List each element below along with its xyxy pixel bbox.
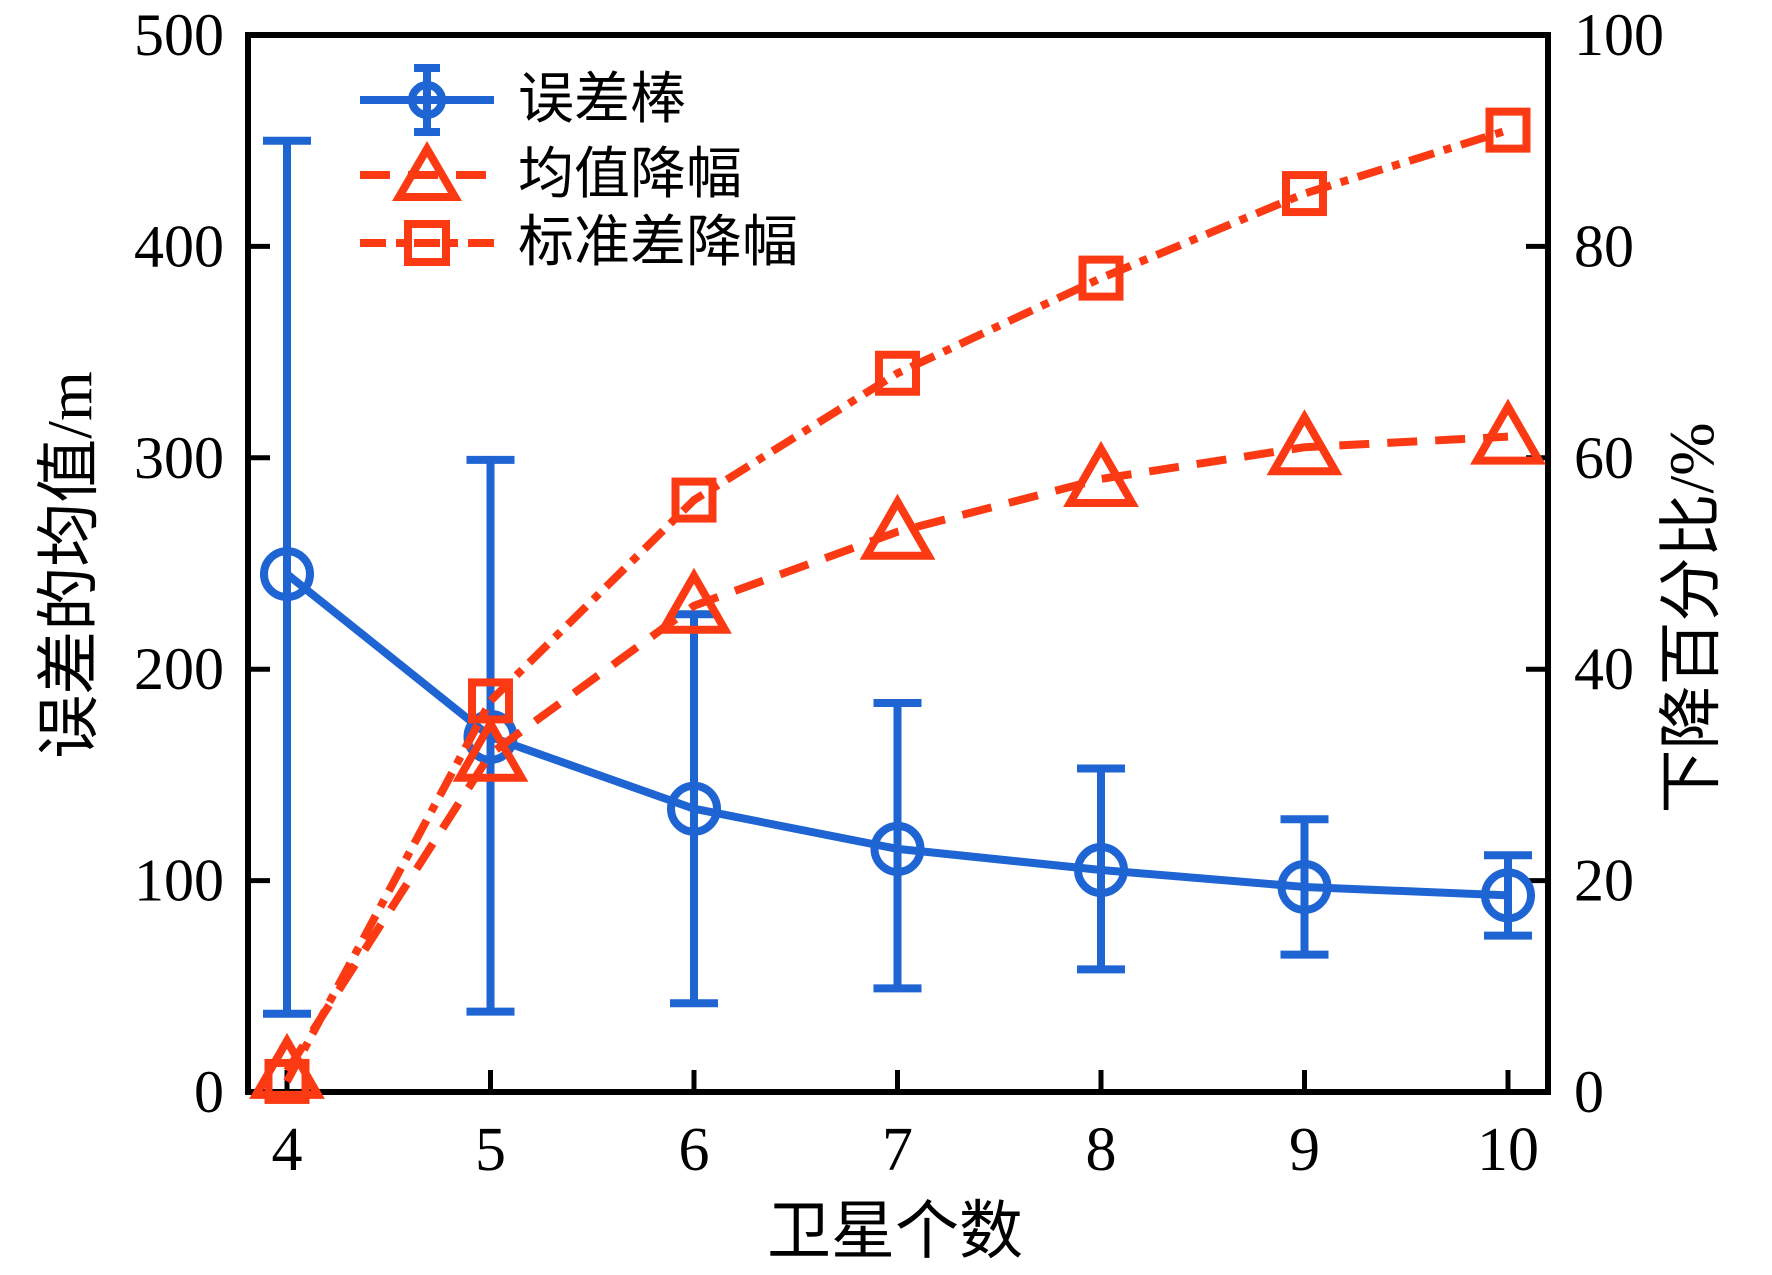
legend-sample-svg xyxy=(360,220,494,266)
right-y-axis-title: 下降百分比/% xyxy=(1656,422,1727,814)
data-point-square xyxy=(671,477,717,523)
right-tick-label: 80 xyxy=(1574,213,1634,279)
data-point-square xyxy=(468,678,513,724)
legend-item-errorbar: 误差棒 xyxy=(360,62,686,138)
x-axis-title: 卫星个数 xyxy=(767,1196,1023,1267)
triangle-dashed-legend-icon xyxy=(360,137,500,213)
data-point-circle xyxy=(667,781,721,836)
error-bar-polyline xyxy=(284,570,1509,900)
legend-label-errorbar: 误差棒 xyxy=(518,69,686,131)
data-point-circle xyxy=(1277,859,1332,914)
left-tick-label: 500 xyxy=(134,2,224,68)
x-tick-label: 7 xyxy=(882,1116,913,1184)
left-y-axis-title: 误差的均值/m xyxy=(34,371,105,759)
x-tick-label: 8 xyxy=(1086,1116,1117,1184)
error-bar-series xyxy=(260,136,1535,1018)
data-point-circle xyxy=(870,821,925,876)
legend-square-marker xyxy=(404,220,450,266)
right-tick-label: 60 xyxy=(1574,425,1634,491)
data-point-square xyxy=(875,350,920,396)
left-tick-label: 400 xyxy=(134,213,224,279)
x-tick-label: 4 xyxy=(272,1116,303,1184)
mean-decline-series xyxy=(249,398,1546,1099)
left-tick-label: 300 xyxy=(134,425,224,491)
left-tick-label: 0 xyxy=(194,1059,224,1125)
data-point-circle xyxy=(1074,843,1128,898)
legend-triangle-marker xyxy=(392,141,462,201)
mean-decline-polyline xyxy=(283,432,1509,1074)
data-point-triangle xyxy=(656,567,732,634)
data-point-square xyxy=(1282,171,1327,217)
data-point-square xyxy=(264,1058,310,1104)
data-point-triangle xyxy=(1266,409,1343,476)
legend-item-mean-decline: 均值降幅 xyxy=(360,137,742,213)
x-tick-label: 5 xyxy=(475,1116,506,1184)
right-tick-label: 20 xyxy=(1574,848,1634,914)
left-tick-label: 200 xyxy=(134,636,224,702)
data-point-triangle xyxy=(859,493,936,560)
x-tick-label: 6 xyxy=(679,1116,710,1184)
square-dashdot-legend-icon xyxy=(360,205,500,281)
left-tick-label: 100 xyxy=(134,848,224,914)
data-point-circle xyxy=(260,547,314,602)
legend-sample-svg xyxy=(360,64,494,136)
x-tick-label: 10 xyxy=(1477,1116,1539,1184)
right-tick-label: 0 xyxy=(1574,1059,1604,1125)
legend-label-std-decline: 标准差降幅 xyxy=(518,212,798,274)
x-tick-label: 9 xyxy=(1289,1116,1320,1184)
legend-item-std-decline: 标准差降幅 xyxy=(360,205,798,281)
std-decline-polyline xyxy=(283,126,1510,1084)
data-point-square xyxy=(1078,255,1124,301)
errorbar-circle-legend-icon xyxy=(360,62,500,138)
right-tick-label: 100 xyxy=(1574,2,1664,68)
legend-label-mean-decline: 均值降幅 xyxy=(518,144,742,206)
data-point-circle xyxy=(1481,868,1535,923)
std-decline-series xyxy=(264,107,1531,1104)
data-point-triangle xyxy=(1470,398,1546,465)
data-point-triangle xyxy=(1063,440,1139,507)
data-point-square xyxy=(1485,107,1531,153)
legend-sample-svg xyxy=(360,141,494,201)
right-tick-label: 40 xyxy=(1574,636,1634,702)
legend-circle-marker xyxy=(408,81,446,119)
data-point-triangle xyxy=(452,715,529,782)
